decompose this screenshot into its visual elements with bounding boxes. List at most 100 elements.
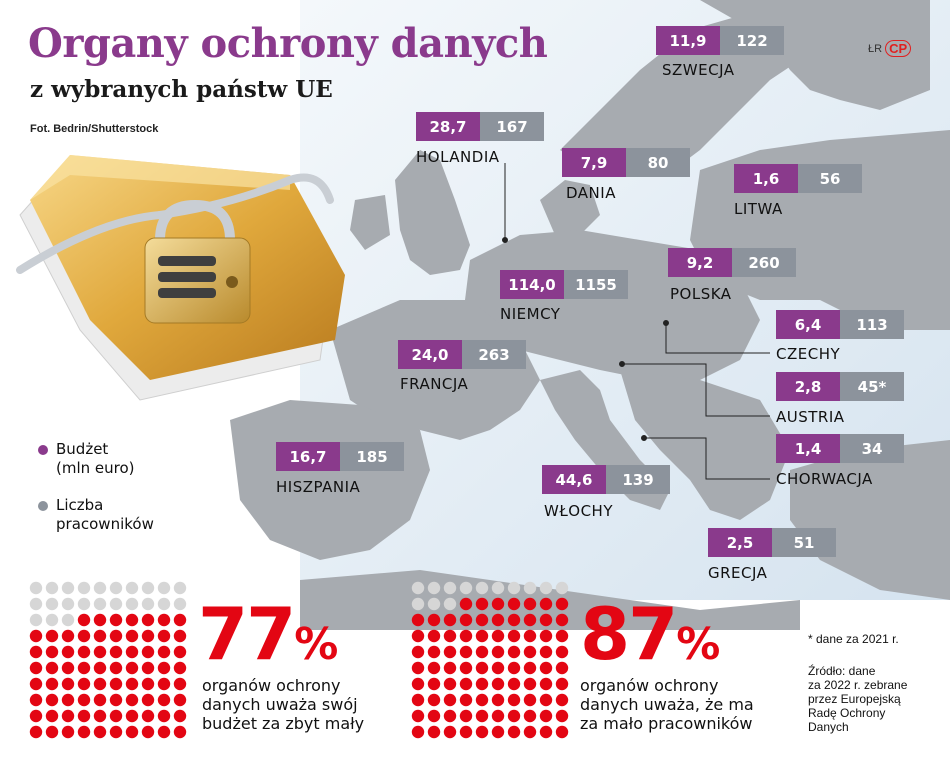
land-balkans bbox=[620, 370, 790, 520]
budget-value: 44,6 bbox=[542, 465, 606, 494]
dot-filled bbox=[507, 677, 521, 691]
dot-filled bbox=[157, 661, 171, 675]
dot-filled bbox=[411, 709, 425, 723]
land-denmark bbox=[540, 180, 600, 235]
dot-filled bbox=[555, 597, 569, 611]
budget-value: 7,9 bbox=[562, 148, 626, 177]
dot-empty bbox=[29, 597, 43, 611]
dot-filled bbox=[61, 677, 75, 691]
dot-filled bbox=[475, 645, 489, 659]
legend-dot-budget bbox=[38, 445, 48, 455]
dot-empty bbox=[539, 581, 553, 595]
dot-empty bbox=[45, 613, 59, 627]
dot-filled bbox=[29, 693, 43, 707]
stat-budget-text: organów ochrony danych uważa swój budżet… bbox=[202, 676, 365, 733]
dot-empty bbox=[61, 613, 75, 627]
dot-filled bbox=[157, 613, 171, 627]
dot-filled bbox=[77, 693, 91, 707]
country-label-chorwacja: CHORWACJA bbox=[776, 470, 873, 488]
stat-budget-percent: 77% bbox=[198, 598, 338, 681]
country-label-niemcy: NIEMCY bbox=[500, 305, 561, 323]
dot-filled bbox=[523, 709, 537, 723]
dot-filled bbox=[411, 677, 425, 691]
dot-empty bbox=[77, 597, 91, 611]
dot-filled bbox=[45, 709, 59, 723]
badge-dania: 7,9 80 bbox=[562, 148, 690, 177]
dot-grid-svg bbox=[411, 581, 569, 739]
employees-value: 139 bbox=[606, 465, 670, 494]
dot-filled bbox=[141, 629, 155, 643]
employees-value: 51 bbox=[772, 528, 836, 557]
dot-filled bbox=[109, 613, 123, 627]
dot-filled bbox=[173, 613, 187, 627]
dot-filled bbox=[427, 693, 441, 707]
dot-filled bbox=[475, 597, 489, 611]
dot-filled bbox=[141, 645, 155, 659]
dot-filled bbox=[77, 709, 91, 723]
dot-empty bbox=[427, 581, 441, 595]
dot-filled bbox=[29, 725, 43, 739]
dot-filled bbox=[427, 677, 441, 691]
dot-filled bbox=[507, 725, 521, 739]
dot-empty bbox=[109, 581, 123, 595]
dot-filled bbox=[427, 709, 441, 723]
dot-filled bbox=[45, 629, 59, 643]
dot-filled bbox=[45, 645, 59, 659]
land-uk bbox=[395, 150, 470, 275]
country-label-grecja: GRECJA bbox=[708, 564, 768, 582]
logo-mark: CP bbox=[885, 40, 912, 57]
employees-value: 113 bbox=[840, 310, 904, 339]
dot-filled bbox=[173, 725, 187, 739]
budget-value: 1,6 bbox=[734, 164, 798, 193]
dot-filled bbox=[61, 629, 75, 643]
badge-wlochy: 44,6 139 bbox=[542, 465, 670, 494]
dot-filled bbox=[555, 645, 569, 659]
dot-empty bbox=[523, 581, 537, 595]
dot-filled bbox=[523, 661, 537, 675]
dot-filled bbox=[443, 629, 457, 643]
employees-value: 56 bbox=[798, 164, 862, 193]
publisher-logo: ŁR CP bbox=[868, 40, 912, 57]
dot-filled bbox=[507, 645, 521, 659]
dot-filled bbox=[29, 629, 43, 643]
dot-filled bbox=[411, 725, 425, 739]
stat-budget-unit: % bbox=[294, 619, 338, 670]
legend-budget: Budżet (mln euro) bbox=[38, 440, 135, 478]
dot-empty bbox=[29, 613, 43, 627]
dot-filled bbox=[45, 693, 59, 707]
dot-filled bbox=[93, 661, 107, 675]
dot-filled bbox=[173, 677, 187, 691]
dot-filled bbox=[443, 645, 457, 659]
dot-empty bbox=[61, 581, 75, 595]
legend-budget-line2: (mln euro) bbox=[56, 459, 135, 477]
dot-filled bbox=[77, 725, 91, 739]
dot-filled bbox=[93, 677, 107, 691]
dot-filled bbox=[555, 725, 569, 739]
dot-empty bbox=[93, 581, 107, 595]
legend-employees-line2: pracowników bbox=[56, 515, 154, 533]
dot-filled bbox=[475, 661, 489, 675]
dot-filled bbox=[61, 645, 75, 659]
dot-filled bbox=[443, 709, 457, 723]
dot-filled bbox=[475, 725, 489, 739]
dot-filled bbox=[475, 613, 489, 627]
dot-filled bbox=[77, 629, 91, 643]
dot-filled bbox=[45, 677, 59, 691]
employees-value: 260 bbox=[732, 248, 796, 277]
dot-filled bbox=[427, 629, 441, 643]
dot-filled bbox=[475, 693, 489, 707]
dot-filled bbox=[125, 613, 139, 627]
dot-empty bbox=[173, 597, 187, 611]
badge-austria: 2,8 45* bbox=[776, 372, 904, 401]
dot-filled bbox=[411, 629, 425, 643]
dot-filled bbox=[443, 677, 457, 691]
badge-szwecja: 11,9 122 bbox=[656, 26, 784, 55]
country-label-wlochy: WŁOCHY bbox=[544, 502, 613, 520]
dot-filled bbox=[523, 645, 537, 659]
footnote: * dane za 2021 r. bbox=[808, 632, 899, 646]
photo-credit: Fot. Bedrin/Shutterstock bbox=[30, 123, 159, 135]
country-label-szwecja: SZWECJA bbox=[662, 61, 735, 79]
land-iberia bbox=[230, 400, 430, 560]
dot-grid-budget bbox=[28, 580, 188, 744]
dot-empty bbox=[411, 597, 425, 611]
